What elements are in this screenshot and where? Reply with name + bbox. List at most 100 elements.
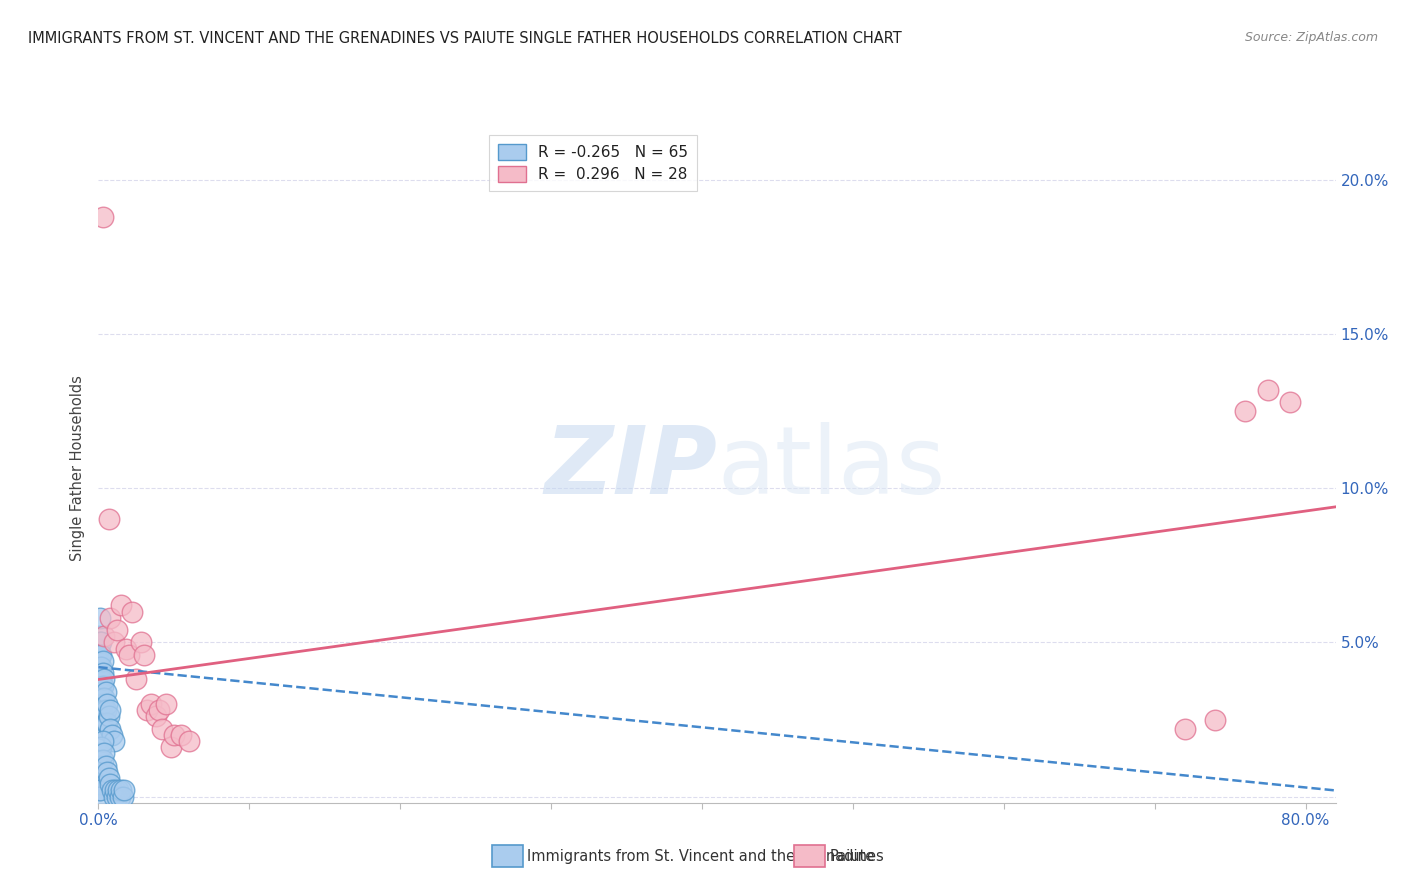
Point [103, 789, 125, 804]
Point [90, 660, 112, 674]
Point [108, 789, 131, 804]
Point [90, 648, 112, 662]
Point [107, 783, 129, 797]
Point [87, 759, 110, 773]
Point [160, 740, 183, 755]
Point [112, 783, 135, 797]
Point [1234, 404, 1257, 418]
Point [105, 623, 128, 637]
Point [163, 728, 186, 742]
Point [91, 753, 114, 767]
Point [89, 660, 111, 674]
Text: Immigrants from St. Vincent and the Grenadines: Immigrants from St. Vincent and the Gren… [527, 849, 884, 863]
Text: Paiute: Paiute [830, 849, 875, 863]
Point [91, 697, 114, 711]
Point [104, 783, 127, 797]
Point [91, 654, 114, 668]
Point [132, 648, 155, 662]
Point [96, 764, 118, 779]
Legend: R = -0.265   N = 65, R =  0.296   N = 28: R = -0.265 N = 65, R = 0.296 N = 28 [489, 135, 697, 191]
Point [87, 641, 110, 656]
Point [150, 722, 173, 736]
Point [90, 635, 112, 649]
Point [89, 685, 111, 699]
Point [89, 753, 111, 767]
Point [103, 734, 125, 748]
Point [101, 783, 124, 797]
Point [98, 771, 121, 785]
Point [177, 734, 200, 748]
Point [87, 629, 110, 643]
Point [91, 679, 114, 693]
Point [125, 673, 148, 687]
Point [111, 789, 134, 804]
Point [87, 764, 110, 779]
Point [87, 771, 110, 785]
Text: Source: ZipAtlas.com: Source: ZipAtlas.com [1244, 31, 1378, 45]
Point [98, 709, 121, 723]
Point [100, 611, 122, 625]
Point [94, 685, 117, 699]
Point [129, 635, 152, 649]
Point [90, 673, 112, 687]
Point [1257, 383, 1279, 397]
Point [155, 697, 177, 711]
Point [148, 703, 170, 717]
Point [135, 703, 157, 717]
Point [117, 648, 139, 662]
Point [96, 697, 118, 711]
Point [91, 210, 114, 224]
Y-axis label: Single Father Households: Single Father Households [70, 376, 86, 561]
Point [105, 789, 128, 804]
Point [110, 599, 132, 613]
Point [93, 703, 115, 717]
Point [93, 673, 115, 687]
Point [100, 722, 122, 736]
Point [121, 605, 143, 619]
Point [90, 679, 112, 693]
Point [89, 611, 111, 625]
Point [1279, 395, 1302, 409]
Point [89, 783, 111, 797]
Point [93, 747, 115, 761]
Point [89, 654, 111, 668]
Point [114, 641, 136, 656]
Point [1204, 713, 1226, 727]
Point [89, 747, 111, 761]
Point [141, 697, 163, 711]
Point [110, 783, 132, 797]
Point [94, 715, 117, 730]
Point [90, 685, 112, 699]
Point [1174, 722, 1197, 736]
Point [90, 703, 112, 717]
Text: atlas: atlas [717, 422, 945, 515]
Point [90, 759, 112, 773]
Point [89, 789, 111, 804]
Point [89, 648, 111, 662]
Point [89, 783, 111, 797]
Text: IMMIGRANTS FROM ST. VINCENT AND THE GRENADINES VS PAIUTE SINGLE FATHER HOUSEHOLD: IMMIGRANTS FROM ST. VINCENT AND THE GREN… [28, 31, 901, 46]
Point [91, 709, 114, 723]
Point [91, 722, 114, 736]
Point [90, 740, 112, 755]
Point [94, 703, 117, 717]
Point [170, 728, 193, 742]
Point [100, 777, 122, 791]
Point [100, 703, 122, 717]
Point [93, 722, 115, 736]
Point [101, 728, 124, 742]
Point [94, 759, 117, 773]
Point [93, 629, 115, 643]
Point [91, 734, 114, 748]
Point [89, 635, 111, 649]
Point [90, 666, 112, 681]
Point [91, 690, 114, 705]
Point [145, 709, 167, 723]
Point [93, 690, 115, 705]
Point [98, 512, 121, 526]
Point [96, 715, 118, 730]
Point [89, 777, 111, 791]
Text: ZIP: ZIP [544, 422, 717, 515]
Point [91, 666, 114, 681]
Point [103, 635, 125, 649]
